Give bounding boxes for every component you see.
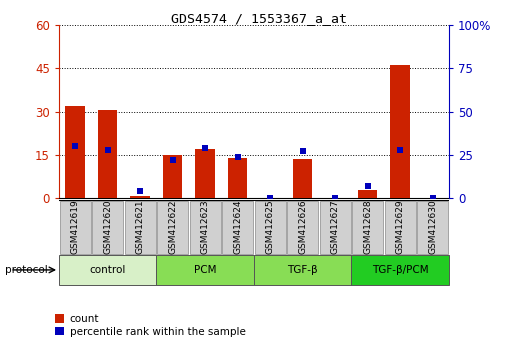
Text: GSM412619: GSM412619 [71, 199, 80, 254]
Bar [190, 201, 221, 254]
Point [364, 183, 372, 189]
Bar [66, 106, 85, 198]
Bar [228, 158, 247, 198]
Bar [254, 201, 286, 254]
Text: GSM412624: GSM412624 [233, 199, 242, 253]
Point [299, 149, 307, 154]
Text: GSM412621: GSM412621 [136, 199, 145, 254]
Legend: count, percentile rank within the sample: count, percentile rank within the sample [54, 313, 246, 338]
Point [266, 195, 274, 201]
Point [201, 145, 209, 151]
Bar [385, 201, 416, 254]
Point [331, 195, 339, 201]
Bar [390, 65, 410, 198]
Point [233, 154, 242, 159]
Bar [293, 159, 312, 198]
Bar [156, 255, 254, 285]
Bar [222, 201, 253, 254]
Bar [59, 255, 156, 285]
Bar [352, 201, 383, 254]
Text: GSM412625: GSM412625 [266, 199, 274, 254]
Point [104, 147, 112, 153]
Point [396, 147, 404, 153]
Text: GSM412628: GSM412628 [363, 199, 372, 254]
Point [71, 143, 80, 149]
Text: GSM412626: GSM412626 [298, 199, 307, 254]
Point [428, 195, 437, 201]
Text: PCM: PCM [194, 265, 216, 275]
Point [136, 188, 144, 194]
Text: GDS4574 / 1553367_a_at: GDS4574 / 1553367_a_at [171, 12, 347, 25]
Text: GSM412623: GSM412623 [201, 199, 210, 254]
Text: GSM412627: GSM412627 [331, 199, 340, 254]
Text: GSM412629: GSM412629 [396, 199, 405, 254]
Text: TGF-β: TGF-β [287, 265, 318, 275]
Point [169, 157, 177, 163]
Bar [351, 255, 449, 285]
Bar [125, 201, 156, 254]
Text: control: control [90, 265, 126, 275]
Bar [60, 201, 91, 254]
Bar [98, 110, 117, 198]
Bar [195, 149, 215, 198]
Text: GSM412622: GSM412622 [168, 199, 177, 253]
Bar [320, 201, 351, 254]
Text: TGF-β/PCM: TGF-β/PCM [372, 265, 428, 275]
Text: protocol: protocol [5, 265, 48, 275]
Bar [157, 201, 188, 254]
Bar [130, 196, 150, 198]
Bar [358, 190, 378, 198]
Bar [287, 201, 318, 254]
Bar [417, 201, 448, 254]
Bar [163, 155, 183, 198]
Text: GSM412620: GSM412620 [103, 199, 112, 254]
Text: GSM412630: GSM412630 [428, 199, 437, 254]
Bar [254, 255, 351, 285]
Bar [92, 201, 123, 254]
